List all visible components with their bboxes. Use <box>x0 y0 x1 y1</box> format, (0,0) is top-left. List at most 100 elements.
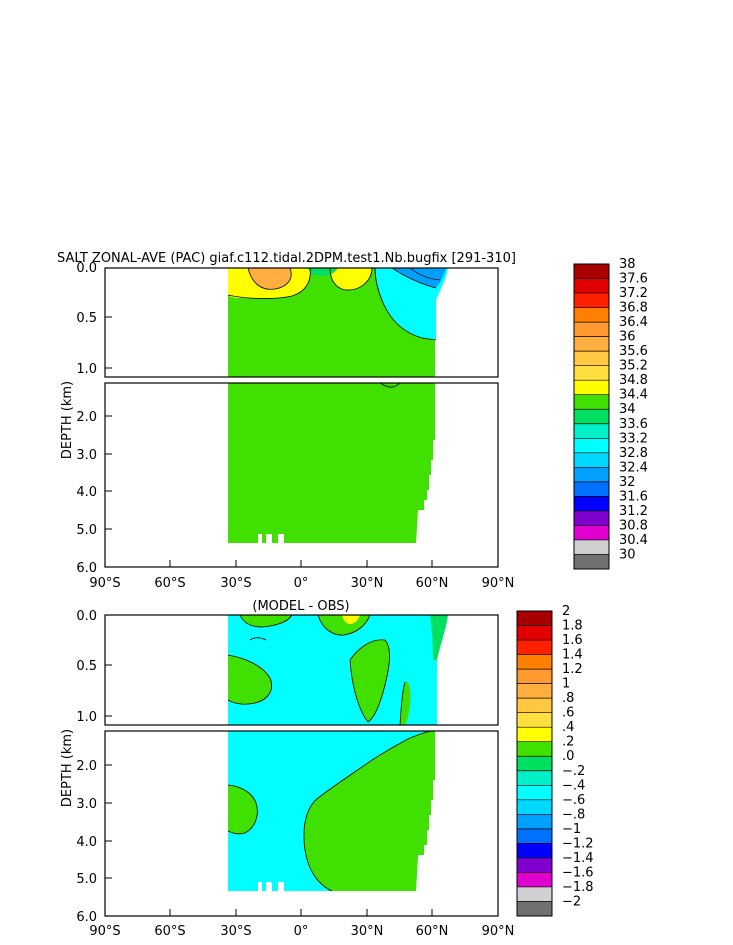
bottom-x-tick-label: 60°S <box>154 924 185 939</box>
bottom-colorbar-swatch <box>517 886 552 902</box>
top-colorbar-swatch <box>574 467 609 483</box>
bottom-y-tick-label: 4.0 <box>76 835 97 850</box>
top-colorbar-swatch <box>574 539 609 555</box>
top-upper-fresh-blue-region <box>392 268 446 288</box>
top-colorbar-label: 32.8 <box>619 446 648 461</box>
bottom-lower-field <box>227 730 435 892</box>
bottom-colorbar-swatch <box>517 654 552 670</box>
bottom-colorbar-swatch <box>517 843 552 859</box>
bottom-y-tick-label: 0.5 <box>76 659 97 674</box>
top-colorbar-label: 36 <box>619 330 636 345</box>
top-y-ticks <box>105 267 112 568</box>
bottom-colorbar-swatch <box>517 611 552 626</box>
top-colorbar-swatch <box>574 525 609 541</box>
top-colorbar-swatch <box>574 278 609 294</box>
bottom-colorbar-label: 1.6 <box>562 633 583 648</box>
top-colorbar-swatch <box>574 293 609 308</box>
top-colorbar-label: 36.4 <box>619 315 648 330</box>
bottom-colorbar: 21.81.61.41.21.8.6.4.2.0−.2−.4−.6−.8−1−1… <box>516 604 594 917</box>
bottom-colorbar-swatch <box>517 828 552 844</box>
bottom-x-tick-label: 90°N <box>482 924 515 939</box>
top-y-tick-label: 1.0 <box>76 362 97 377</box>
bottom-colorbar-label: .2 <box>562 735 574 750</box>
top-colorbar-swatch <box>574 409 609 425</box>
top-x-tick-label: 60°N <box>416 576 449 591</box>
top-x-tick-label: 60°S <box>154 576 185 591</box>
top-colorbar-label: 34.8 <box>619 373 648 388</box>
top-colorbar-swatch <box>574 452 609 468</box>
bottom-title: (MODEL - OBS) <box>252 599 349 614</box>
top-colorbar-label: 35.6 <box>619 344 648 359</box>
bottom-x-tick-label: 30°N <box>351 924 384 939</box>
top-colorbar-frame <box>573 263 610 570</box>
bottom-colorbar-label: −1 <box>562 822 581 837</box>
bottom-colorbar-swatch <box>517 872 552 888</box>
bottom-x-tick-label: 0° <box>294 924 309 939</box>
top-lower-field <box>228 382 435 543</box>
bottom-colorbar-swatch <box>517 785 552 801</box>
bottom-colorbar-label: −.4 <box>562 778 585 793</box>
top-y-tick-label: 3.0 <box>76 448 97 463</box>
top-upper-frame <box>104 267 499 378</box>
bottom-y-tick-label: 1.0 <box>76 710 97 725</box>
bottom-x-tick-label: 60°N <box>416 924 449 939</box>
top-colorbar-swatch <box>574 264 609 279</box>
bottom-lower-green-east-region <box>303 731 435 891</box>
top-colorbar-swatch <box>574 365 609 381</box>
top-colorbar-label: 32.4 <box>619 460 648 475</box>
bottom-colorbar-label: 1 <box>562 677 570 692</box>
bottom-colorbar-swatch <box>517 741 552 757</box>
bottom-colorbar-swatch <box>517 698 552 713</box>
bottom-y-tick-label: 3.0 <box>76 797 97 812</box>
top-colorbar-label: 37.6 <box>619 272 648 287</box>
top-colorbar-label: 34 <box>619 402 636 417</box>
top-colorbar-label: 33.6 <box>619 417 648 432</box>
bottom-upper-yellow-surface <box>342 615 360 624</box>
bottom-upper-green-central-blob <box>350 639 390 722</box>
top-colorbar-label: 31.2 <box>619 504 648 519</box>
top-colorbar-label: 30.8 <box>619 518 648 533</box>
top-x-ticks <box>104 560 499 567</box>
top-lower-contour-line <box>379 382 401 388</box>
top-upper-saline-orange-south <box>248 268 292 290</box>
top-x-tick-label: 30°N <box>351 576 384 591</box>
top-colorbar-label: 33.2 <box>619 431 648 446</box>
top-colorbar-swatch <box>574 351 609 366</box>
top-colorbar-label: 30.4 <box>619 533 648 548</box>
bottom-colorbar-label: .8 <box>562 691 574 706</box>
top-x-tick-label: 90°S <box>89 576 120 591</box>
bottom-colorbar-label: 1.8 <box>562 619 583 634</box>
top-colorbar-swatch <box>574 322 609 337</box>
top-colorbar-label: 32 <box>619 475 636 490</box>
bottom-colorbar-label: −1.2 <box>562 836 594 851</box>
top-colorbar-label: 36.8 <box>619 301 648 316</box>
top-colorbar-swatch <box>574 423 609 439</box>
top-colorbar-swatch <box>574 394 609 410</box>
top-colorbar-label: 37.2 <box>619 286 648 301</box>
bottom-colorbar-label: −.8 <box>562 807 585 822</box>
top-y-tick-label: 2.0 <box>76 410 97 425</box>
top-colorbar-label: 34.4 <box>619 388 648 403</box>
bottom-colorbar-swatch <box>517 857 552 873</box>
bottom-colorbar-swatch <box>517 640 552 655</box>
bottom-colorbar-swatch <box>517 799 552 815</box>
top-y-tick-label: 4.0 <box>76 485 97 500</box>
top-colorbar-label: 30 <box>619 547 636 562</box>
bottom-y-axis-label: DEPTH (km) <box>60 729 75 807</box>
bottom-y-tick-label: 5.0 <box>76 872 97 887</box>
top-colorbar-label: 38 <box>619 257 636 272</box>
bottom-x-tick-label: 90°S <box>89 924 120 939</box>
top-y-tick-label: 5.0 <box>76 523 97 538</box>
top-upper-saline-yellow-north <box>330 268 372 291</box>
bottom-upper-green-east-blob <box>400 681 411 725</box>
top-x-tick-label: 30°S <box>220 576 251 591</box>
bottom-colorbar-label: 1.2 <box>562 662 583 677</box>
top-colorbar-swatch <box>574 336 609 352</box>
bottom-y-tick-label: 0.0 <box>76 609 97 624</box>
top-upper-field <box>227 267 448 377</box>
bottom-colorbar-swatch <box>517 727 552 743</box>
bottom-x-tick-label: 30°S <box>220 924 251 939</box>
bottom-upper-green-south-blob <box>228 655 272 705</box>
bottom-colorbar-label: −2 <box>562 894 581 909</box>
